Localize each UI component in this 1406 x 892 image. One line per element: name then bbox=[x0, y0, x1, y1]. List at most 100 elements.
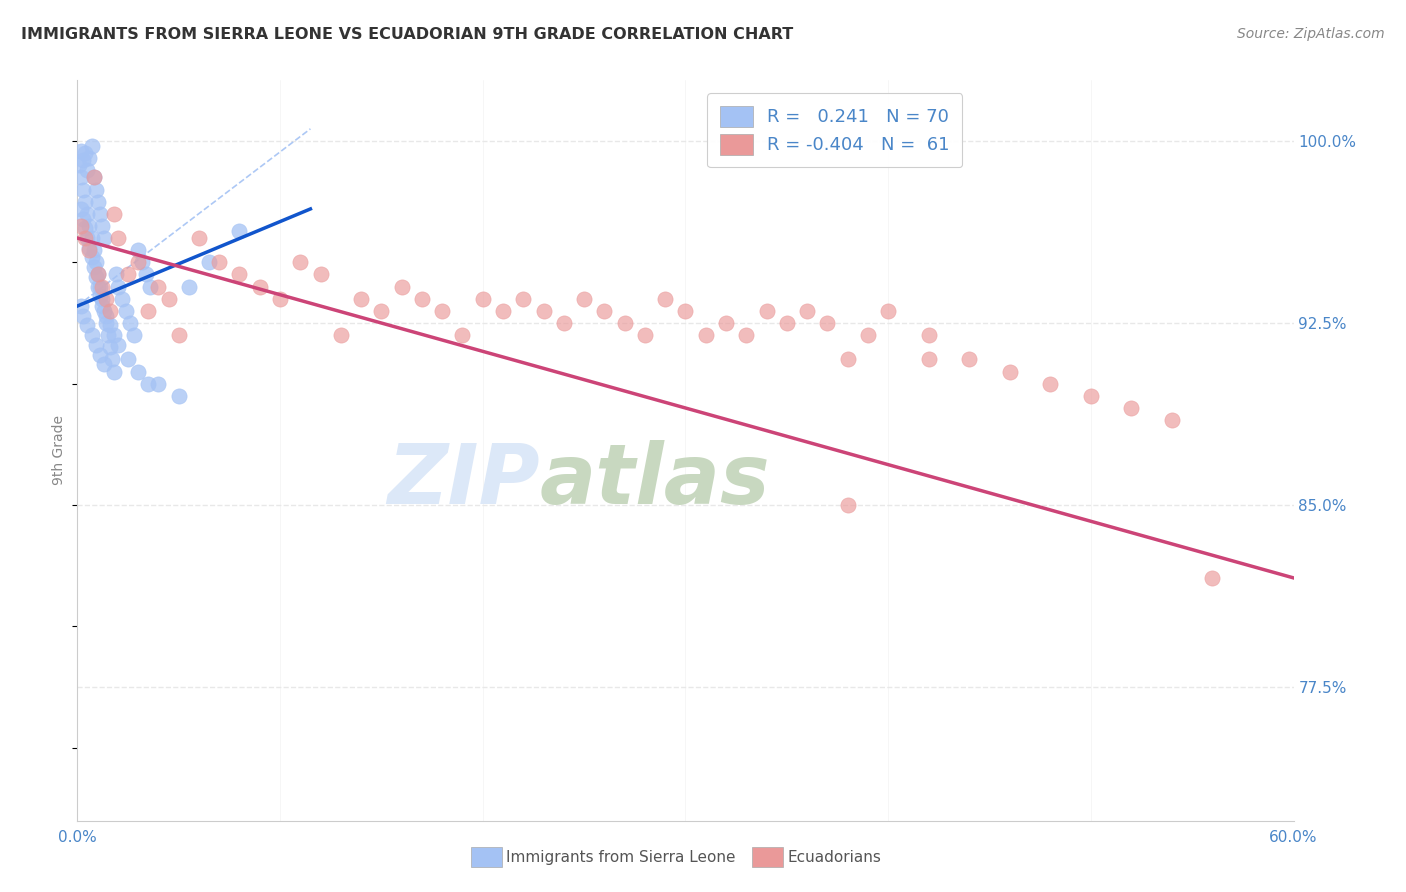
Point bbox=[208, 255, 231, 269]
Point bbox=[90, 279, 112, 293]
Y-axis label: 9th Grade: 9th Grade bbox=[52, 416, 66, 485]
Point bbox=[84, 255, 107, 269]
Point bbox=[755, 304, 778, 318]
Point bbox=[98, 318, 121, 333]
Point bbox=[86, 279, 108, 293]
Point bbox=[83, 170, 105, 185]
Point bbox=[97, 328, 120, 343]
Point bbox=[75, 146, 97, 161]
Point bbox=[856, 328, 879, 343]
Point bbox=[84, 338, 107, 352]
Point bbox=[837, 498, 859, 512]
Point bbox=[94, 309, 117, 323]
Point bbox=[89, 207, 111, 221]
Point bbox=[98, 340, 121, 354]
Point bbox=[79, 243, 101, 257]
Point bbox=[654, 292, 676, 306]
Point bbox=[512, 292, 534, 306]
Point bbox=[86, 268, 108, 282]
Point bbox=[815, 316, 838, 330]
Point bbox=[1039, 376, 1062, 391]
Point bbox=[122, 328, 145, 343]
Point bbox=[94, 292, 117, 306]
Point bbox=[107, 279, 129, 293]
Point bbox=[350, 292, 373, 306]
Point bbox=[83, 170, 105, 185]
Point bbox=[228, 268, 250, 282]
Point bbox=[309, 268, 332, 282]
Point bbox=[1080, 389, 1102, 403]
Point bbox=[675, 304, 697, 318]
Point bbox=[75, 221, 97, 235]
Point bbox=[75, 194, 97, 209]
Point bbox=[107, 338, 129, 352]
Point bbox=[148, 279, 170, 293]
Point bbox=[70, 144, 93, 158]
Point bbox=[93, 304, 115, 318]
Point bbox=[593, 304, 616, 318]
Point bbox=[634, 328, 657, 343]
Point bbox=[613, 316, 636, 330]
Point bbox=[86, 268, 108, 282]
Point bbox=[714, 316, 737, 330]
Point bbox=[79, 241, 101, 255]
Point bbox=[76, 318, 98, 333]
Point bbox=[249, 279, 271, 293]
Point bbox=[451, 328, 474, 343]
Point bbox=[136, 376, 159, 391]
Point bbox=[117, 352, 139, 367]
Point bbox=[98, 304, 121, 318]
Point bbox=[177, 279, 200, 293]
Point bbox=[471, 292, 494, 306]
Point bbox=[1201, 571, 1223, 585]
Point bbox=[430, 304, 453, 318]
Point bbox=[1161, 413, 1184, 427]
Point bbox=[198, 255, 221, 269]
Text: Source: ZipAtlas.com: Source: ZipAtlas.com bbox=[1237, 27, 1385, 41]
Point bbox=[93, 231, 115, 245]
Point bbox=[127, 365, 149, 379]
Point bbox=[167, 328, 190, 343]
Point bbox=[735, 328, 758, 343]
Point bbox=[80, 138, 103, 153]
Point bbox=[70, 219, 93, 233]
Point bbox=[103, 207, 125, 221]
Point bbox=[269, 292, 291, 306]
Point bbox=[93, 357, 115, 371]
Point bbox=[84, 269, 107, 284]
Point bbox=[103, 328, 125, 343]
Point bbox=[76, 163, 98, 178]
Point bbox=[370, 304, 392, 318]
Point bbox=[70, 299, 93, 313]
Point bbox=[90, 292, 112, 306]
Point bbox=[391, 279, 413, 293]
Point bbox=[329, 328, 352, 343]
Point bbox=[796, 304, 818, 318]
Point bbox=[79, 151, 101, 165]
Point bbox=[72, 211, 94, 226]
Point bbox=[695, 328, 717, 343]
Point bbox=[72, 182, 94, 196]
Point bbox=[86, 194, 108, 209]
Text: Immigrants from Sierra Leone: Immigrants from Sierra Leone bbox=[506, 850, 735, 864]
Point bbox=[998, 365, 1021, 379]
Point bbox=[89, 279, 111, 293]
Point bbox=[1121, 401, 1143, 415]
Text: Ecuadorians: Ecuadorians bbox=[787, 850, 882, 864]
Point bbox=[117, 268, 139, 282]
Point bbox=[115, 304, 138, 318]
Point bbox=[918, 328, 941, 343]
Point bbox=[101, 352, 124, 367]
Point bbox=[837, 352, 859, 367]
Point bbox=[72, 309, 94, 323]
Point bbox=[127, 243, 149, 257]
Point bbox=[72, 153, 94, 168]
Point bbox=[139, 279, 162, 293]
Point bbox=[135, 268, 157, 282]
Point bbox=[103, 365, 125, 379]
Point bbox=[411, 292, 433, 306]
Point bbox=[79, 219, 101, 233]
Point bbox=[70, 202, 93, 216]
Legend: R =   0.241   N = 70, R = -0.404   N =  61: R = 0.241 N = 70, R = -0.404 N = 61 bbox=[707, 93, 962, 167]
Point bbox=[877, 304, 900, 318]
